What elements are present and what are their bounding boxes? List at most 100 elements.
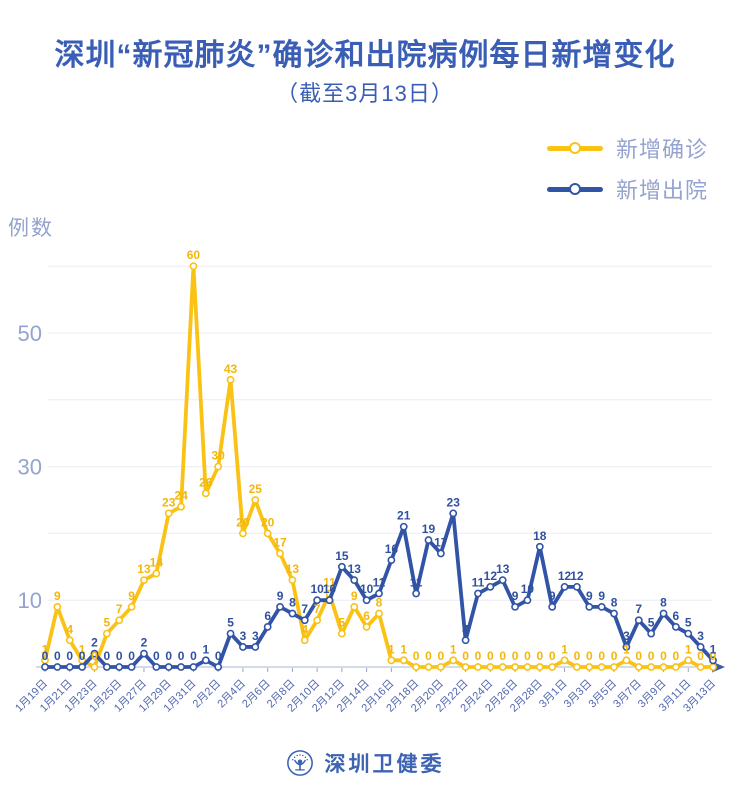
confirmed-data-label: 1	[450, 642, 457, 656]
discharged-data-point	[375, 589, 383, 598]
discharged-data-point	[535, 542, 544, 551]
confirmed-data-label: 0	[586, 649, 593, 663]
confirmed-data-point	[523, 663, 532, 671]
confirmed-data-point	[449, 656, 458, 665]
discharged-data-point	[325, 596, 334, 605]
confirmed-data-label: 1	[685, 642, 692, 656]
discharged-data-label: 4	[462, 622, 469, 636]
discharged-data-point	[90, 649, 99, 658]
discharged-data-label: 6	[264, 609, 271, 623]
confirmed-data-point	[375, 609, 383, 618]
confirmed-data-label: 9	[351, 589, 358, 603]
confirmed-data-label: 43	[224, 362, 238, 376]
discharged-data-point	[671, 623, 680, 631]
discharged-data-label: 7	[635, 602, 642, 616]
confirmed-data-label: 4	[66, 622, 73, 636]
confirmed-data-point	[548, 663, 557, 671]
confirmed-data-label: 20	[236, 515, 250, 529]
confirmed-data-label: 0	[499, 649, 506, 663]
discharged-data-label: 0	[153, 649, 160, 663]
confirmed-data-point	[189, 262, 198, 271]
confirmed-data-label: 13	[137, 562, 151, 576]
discharged-data-point	[251, 643, 260, 651]
discharged-data-label: 1	[710, 642, 717, 656]
confirmed-data-label: 7	[116, 602, 123, 616]
confirmed-data-label: 14	[150, 555, 164, 569]
confirmed-data-point	[486, 663, 495, 671]
discharged-data-point	[659, 609, 668, 618]
confirmed-data-point	[53, 602, 62, 611]
confirmed-data-point	[164, 509, 173, 518]
footer-org-name: 深圳卫健委	[324, 753, 445, 776]
confirmed-data-point	[288, 576, 297, 585]
confirmed-data-point	[597, 663, 606, 671]
confirmed-data-label: 17	[273, 535, 287, 549]
confirmed-data-point	[511, 663, 519, 671]
discharged-data-point	[313, 596, 322, 605]
discharged-data-point	[288, 609, 297, 618]
confirmed-data-label: 0	[536, 649, 543, 663]
confirmed-data-point	[263, 529, 272, 538]
confirmed-data-point	[90, 663, 99, 671]
confirmed-data-label: 26	[199, 475, 213, 489]
confirmed-data-label: 0	[512, 649, 519, 663]
confirmed-data-label: 1	[623, 642, 630, 656]
discharged-data-point	[263, 623, 272, 631]
discharged-data-label: 3	[252, 629, 259, 643]
confirmed-data-point	[671, 663, 680, 671]
discharged-data-point	[337, 562, 346, 571]
discharged-data-label: 0	[190, 649, 197, 663]
confirmed-data-label: 9	[54, 589, 61, 603]
discharged-data-point	[436, 549, 445, 558]
confirmed-data-point	[634, 663, 643, 671]
legend-item-confirmed[interactable]: 新增确诊	[546, 132, 708, 164]
discharged-data-label: 10	[323, 582, 337, 596]
discharged-data-label: 12	[558, 569, 572, 583]
legend: 新增确诊 新增出院	[546, 132, 708, 205]
discharged-data-label: 10	[360, 582, 374, 596]
confirmed-data-label: 0	[425, 649, 432, 663]
confirmed-data-point	[140, 576, 148, 585]
confirmed-data-point	[177, 502, 185, 511]
discharged-data-label: 0	[104, 649, 111, 663]
discharged-data-label: 9	[598, 589, 605, 603]
confirmed-data-label: 23	[162, 495, 176, 509]
discharged-data-point	[78, 663, 87, 671]
discharged-data-point	[189, 663, 198, 671]
confirmed-data-point	[65, 636, 74, 645]
confirmed-data-point	[696, 663, 705, 671]
confirmed-data-point	[276, 549, 284, 558]
confirmed-data-label: 0	[710, 649, 717, 663]
confirmed-data-point	[436, 663, 445, 671]
discharged-data-label: 8	[611, 596, 618, 610]
discharged-data-label: 1	[202, 642, 209, 656]
discharged-data-point	[350, 576, 359, 585]
discharged-data-point	[102, 663, 111, 671]
confirmed-data-label: 8	[376, 596, 383, 610]
confirmed-data-label: 60	[187, 248, 201, 262]
discharged-data-point	[276, 602, 284, 611]
discharged-data-point	[610, 609, 618, 618]
discharged-data-point	[511, 602, 519, 611]
discharged-data-point	[684, 629, 693, 638]
discharged-data-point	[647, 629, 656, 638]
confirmed-data-point	[610, 663, 618, 671]
discharged-data-label: 10	[310, 582, 324, 596]
confirmed-data-label: 0	[475, 649, 482, 663]
confirmed-data-point	[251, 496, 260, 504]
confirmed-data-label: 24	[174, 489, 188, 503]
discharged-data-label: 8	[289, 596, 296, 610]
discharged-data-point	[362, 596, 371, 605]
discharged-data-point	[573, 582, 581, 591]
legend-item-discharged[interactable]: 新增出院	[546, 173, 708, 205]
discharged-data-point	[585, 602, 594, 611]
discharged-data-label: 3	[623, 629, 630, 643]
daily-cases-line-chart: 1030501月19日1月21日1月23日1月25日1月27日1月29日1月31…	[13, 248, 725, 715]
confirmed-data-point	[300, 636, 309, 645]
y-tick-label: 10	[18, 588, 42, 613]
confirmed-data-point	[474, 663, 482, 671]
confirmed-data-point	[115, 616, 124, 625]
confirmed-data-point	[152, 569, 161, 578]
discharged-data-point	[399, 522, 408, 531]
confirmed-data-label: 7	[314, 602, 321, 616]
